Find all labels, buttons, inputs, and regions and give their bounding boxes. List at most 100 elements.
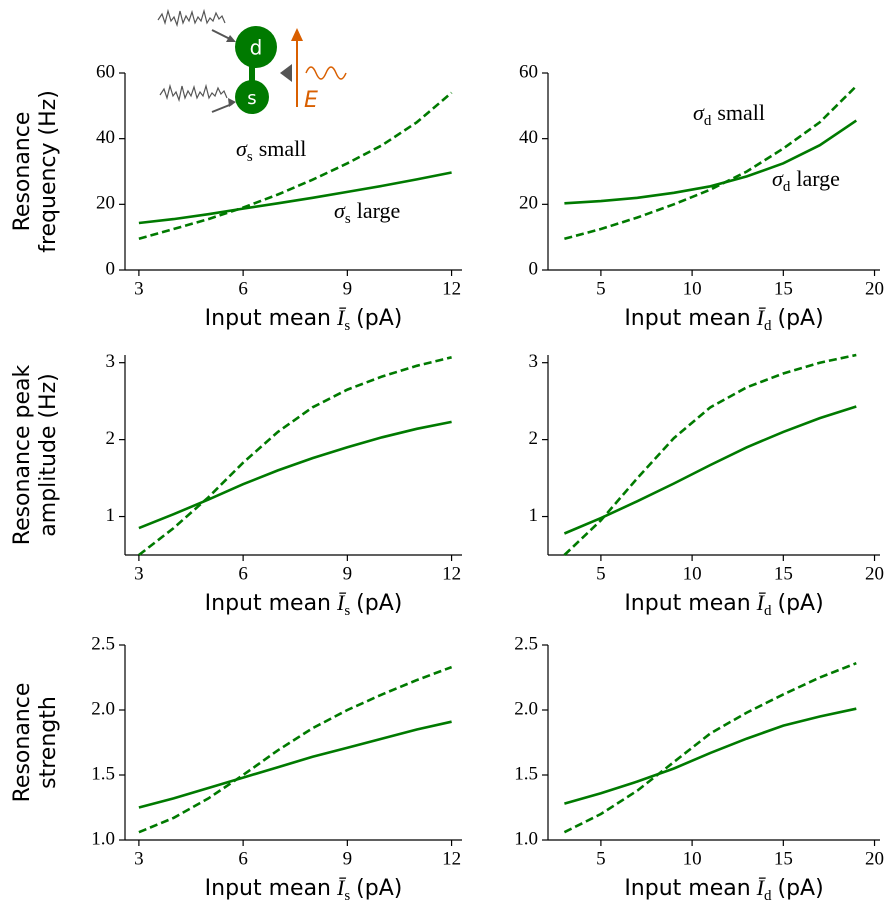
x-tick-label: 3 [134, 848, 144, 869]
solid-line [138, 720, 452, 809]
annotation-subscript: s [247, 149, 253, 165]
x-tick-label: 12 [442, 848, 461, 869]
y-tick-label: 1.0 [514, 828, 538, 849]
y-tick-label: 20 [519, 193, 538, 214]
solid-line [564, 707, 857, 805]
solid-line [563, 405, 857, 535]
y-axis-label: Resonance [10, 112, 35, 232]
dashed-line [563, 353, 857, 556]
dashed-line [563, 661, 857, 834]
arrowhead [226, 35, 236, 42]
y-tick-label: 40 [96, 127, 115, 148]
x-label-unit: (pA) [778, 306, 824, 331]
x-label-unit: (pA) [356, 306, 402, 331]
x-label-subscript: d [764, 603, 772, 619]
y-tick-label: 3 [529, 351, 539, 372]
noise-trace [157, 8, 226, 28]
x-tick-label: 9 [343, 563, 353, 584]
x-label-unit: (pA) [356, 876, 402, 901]
x-label-subscript: d [764, 318, 772, 334]
dashed-line [138, 665, 453, 834]
y-axis-label: frequency (Hz) [36, 90, 61, 253]
x-tick-label: 12 [442, 278, 461, 299]
x-tick-label: 10 [683, 563, 702, 584]
y-tick-label: 1.0 [91, 828, 115, 849]
x-tick-label: 3 [134, 563, 144, 584]
y-tick-label: 2.5 [91, 633, 115, 654]
dashed-line [138, 356, 452, 557]
annotation-subscript: s [345, 211, 351, 227]
noise-trace [159, 83, 228, 103]
x-tick-label: 5 [596, 563, 606, 584]
x-tick-label: 5 [596, 278, 606, 299]
y-tick-label: 0 [106, 258, 116, 279]
y-tick-label: 2.0 [514, 698, 538, 719]
dashed-line [564, 85, 858, 241]
y-axis-label: Resonance peak [10, 365, 35, 546]
y-tick-label: 3 [106, 351, 116, 372]
x-label-text: Input mean [205, 306, 331, 331]
annotation-text: small [717, 100, 765, 125]
dashed-line [138, 91, 453, 241]
x-label-subscript: s [344, 888, 350, 904]
x-label-subscript: s [344, 318, 350, 334]
dendrite-node [235, 26, 277, 68]
y-tick-label: 1 [106, 505, 116, 526]
x-tick-label: 9 [343, 848, 353, 869]
y-tick-label: 2 [106, 428, 116, 449]
x-axis-label: Input mean Īs (pA) [205, 590, 403, 619]
x-tick-label: 5 [596, 848, 606, 869]
y-tick-label: 40 [519, 127, 538, 148]
x-tick-label: 9 [343, 278, 353, 299]
x-label-text: Input mean [624, 306, 750, 331]
x-tick-label: 20 [865, 278, 884, 299]
x-label-unit: (pA) [356, 591, 402, 616]
y-tick-label: 1.5 [91, 763, 115, 784]
annotation-symbol: σ [236, 136, 248, 161]
field-wave [305, 66, 347, 80]
x-axis-label: Input mean Īs (pA) [205, 875, 403, 904]
y-axis-label: Resonance [10, 683, 35, 803]
panel: 1.0 1.5 2.0 2.5 5 10 15 20 Input mean Īd (pA) [514, 633, 884, 904]
y-tick-label: 20 [96, 193, 115, 214]
x-tick-label: 12 [442, 563, 461, 584]
annotation-text: large [796, 166, 840, 191]
annotation-symbol: σ [772, 166, 784, 191]
x-label-symbol: Ī [336, 875, 347, 900]
y-tick-label: 60 [96, 61, 115, 82]
annotation-text: large [357, 198, 401, 223]
field-arrowhead [291, 28, 303, 41]
field-label: E [304, 88, 318, 113]
y-tick-label: 1 [529, 505, 539, 526]
x-tick-label: 15 [774, 848, 793, 869]
x-label-unit: (pA) [778, 591, 824, 616]
curve-annotation: σd small [693, 100, 765, 129]
curve-annotation: σs large [334, 198, 400, 227]
x-label-symbol: Ī [756, 875, 767, 900]
curve-annotation: σd large [772, 166, 840, 195]
x-axis-label: Input mean Īd (pA) [624, 305, 823, 334]
x-tick-label: 15 [774, 278, 793, 299]
x-label-subscript: s [344, 603, 350, 619]
node-label: s [247, 88, 256, 109]
solid-line [564, 119, 858, 205]
x-axis-label: Input mean Īd (pA) [624, 590, 823, 619]
node-label: d [250, 36, 263, 60]
x-tick-label: 6 [238, 563, 248, 584]
y-tick-label: 60 [519, 61, 538, 82]
soma-node [235, 80, 269, 114]
y-tick-label: 2.5 [514, 633, 538, 654]
x-label-text: Input mean [624, 876, 750, 901]
inset-diagram: d s E [157, 8, 347, 114]
annotation-symbol: σ [334, 198, 346, 223]
annotation-subscript: d [704, 113, 712, 129]
arrowhead [228, 98, 236, 107]
x-label-subscript: d [764, 888, 772, 904]
x-tick-label: 6 [238, 848, 248, 869]
x-tick-label: 20 [865, 563, 884, 584]
y-tick-label: 0 [529, 258, 539, 279]
y-axis-label: strength [36, 696, 61, 789]
field-arrowhead [280, 64, 292, 82]
